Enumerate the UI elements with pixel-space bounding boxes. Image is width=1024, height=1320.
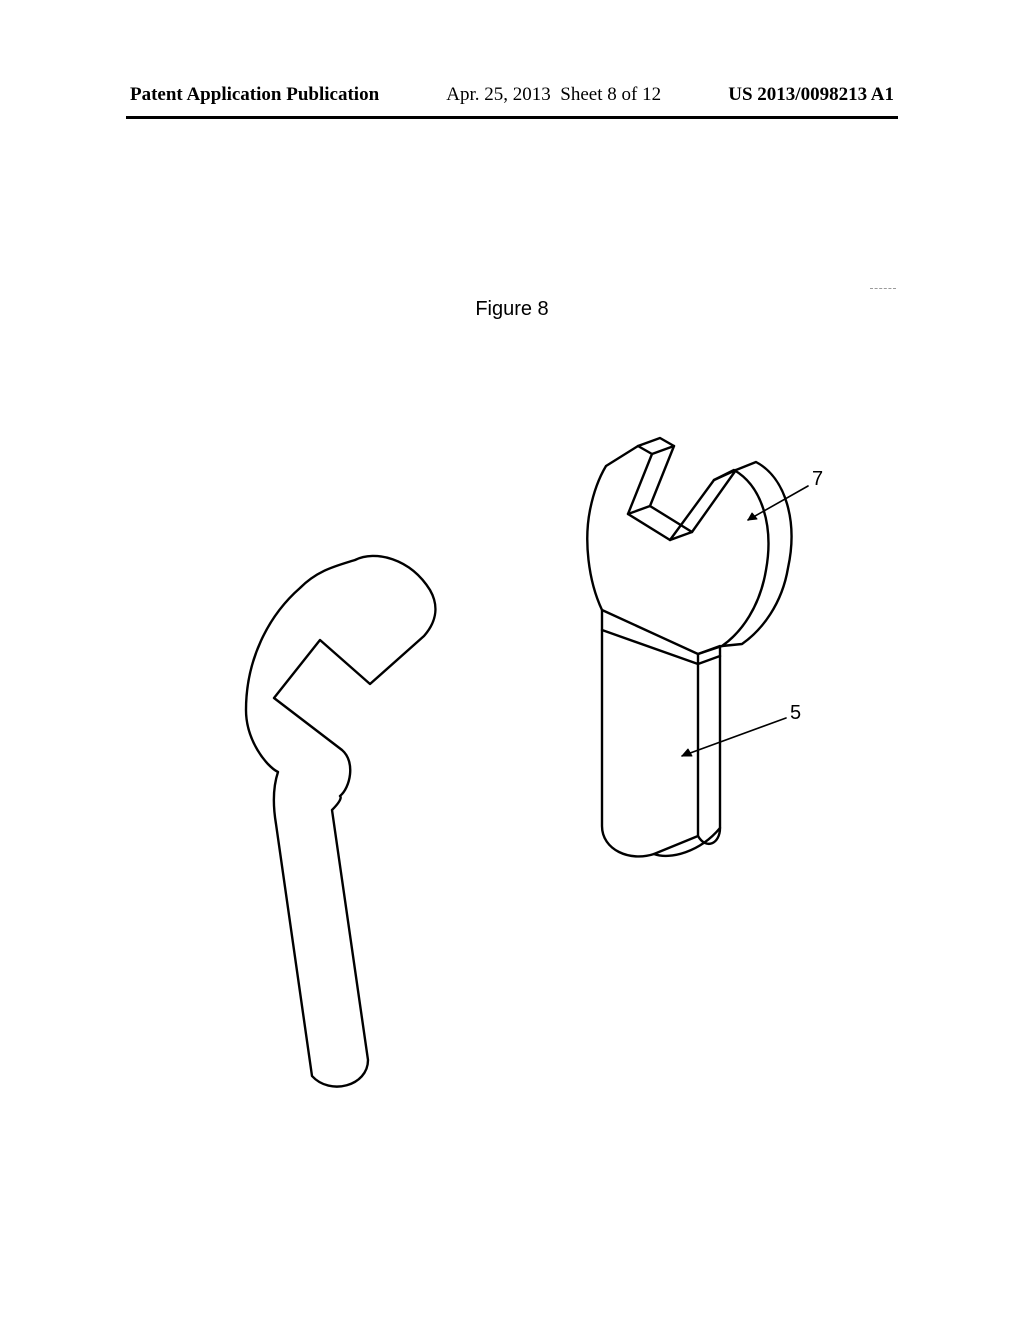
patent-page: Patent Application Publication Apr. 25, … (0, 0, 1024, 1320)
header-rule (126, 116, 898, 119)
header-sheet: Sheet 8 of 12 (560, 84, 661, 105)
wrench-handle-bottom-edge (654, 828, 720, 856)
wrench-head-top-edge-2 (714, 462, 791, 646)
lead-arrow-5 (682, 749, 692, 756)
header-date: Apr. 25, 2013 (446, 84, 551, 105)
header-date-sheet: Apr. 25, 2013 Sheet 8 of 12 (446, 84, 661, 106)
callout-5: 5 (790, 702, 801, 725)
wrench-head-top-edge (638, 438, 674, 454)
wrench-handle-top-seam (602, 630, 720, 664)
lead-line-7 (748, 486, 808, 520)
wrench-head-front (587, 446, 768, 654)
header-publication-type: Patent Application Publication (130, 84, 379, 106)
page-header: Patent Application Publication Apr. 25, … (130, 84, 894, 106)
callout-7: 7 (812, 468, 823, 491)
wrench-head-inner-edge-2 (650, 446, 674, 506)
figure-label: Figure 8 (475, 298, 548, 321)
figure-drawing-area: 7 5 (0, 420, 1024, 1080)
header-publication-number: US 2013/0098213 A1 (728, 84, 894, 106)
margin-tick (870, 288, 896, 289)
wrench-outline-path (246, 556, 435, 1087)
wrench-plan-view (200, 540, 500, 1100)
wrench-handle-side (698, 646, 720, 844)
